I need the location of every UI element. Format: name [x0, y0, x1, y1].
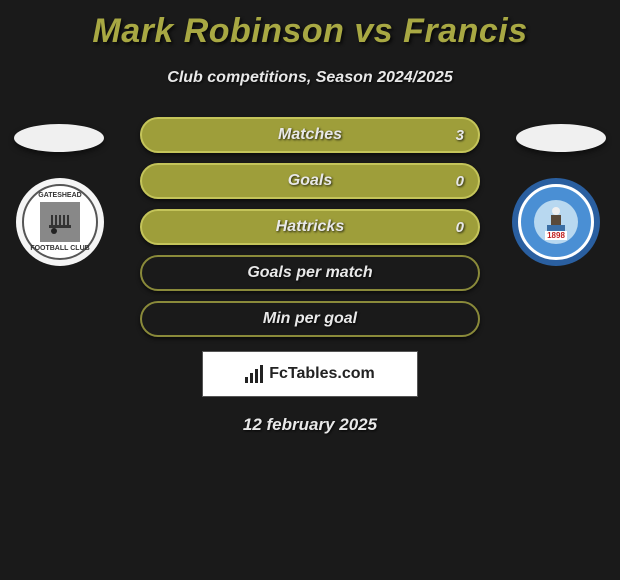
stat-label: Goals per match	[247, 264, 372, 282]
subtitle: Club competitions, Season 2024/2025	[0, 69, 620, 87]
stat-row: Matches 3	[140, 117, 480, 153]
stat-row: Min per goal	[140, 301, 480, 337]
source-logo: FcTables.com	[202, 351, 418, 397]
page-title: Mark Robinson vs Francis	[0, 0, 620, 51]
chart-icon	[245, 365, 263, 383]
stat-label: Goals	[288, 172, 332, 190]
stats-container: Matches 3 Goals 0 Hattricks 0 Goals per match M…	[140, 117, 480, 337]
stat-label: Min per goal	[263, 310, 357, 328]
stat-row: Hattricks 0	[140, 209, 480, 245]
stat-value-right: 3	[456, 127, 464, 144]
braintree-icon: 1898	[534, 200, 578, 244]
club-badge-right: 1898	[512, 178, 600, 266]
stat-value-right: 0	[456, 173, 464, 190]
stat-label: Matches	[278, 126, 342, 144]
left-club-subtext: FOOTBALL CLUB	[24, 245, 96, 252]
stat-row: Goals 0	[140, 163, 480, 199]
gateshead-badge: GATESHEAD FOOTBALL CLUB	[22, 184, 98, 260]
left-club-name: GATESHEAD	[24, 192, 96, 199]
braintree-year: 1898	[545, 231, 567, 240]
stat-row: Goals per match	[140, 255, 480, 291]
player-marker-left	[14, 124, 104, 152]
stat-value-right: 0	[456, 219, 464, 236]
source-logo-text: FcTables.com	[269, 365, 375, 383]
club-badge-left: GATESHEAD FOOTBALL CLUB	[16, 178, 104, 266]
stat-label: Hattricks	[276, 218, 344, 236]
player-marker-right	[516, 124, 606, 152]
date-label: 12 february 2025	[0, 415, 620, 435]
braintree-badge: 1898	[518, 184, 594, 260]
